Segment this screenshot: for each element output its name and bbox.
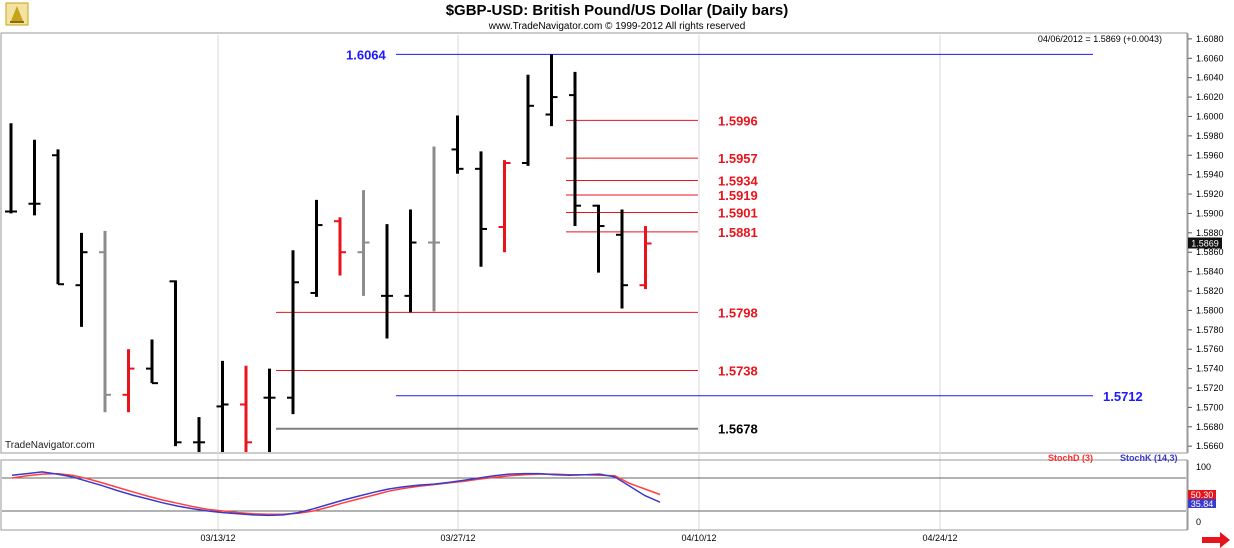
stoch-tick-label: 0 bbox=[1196, 517, 1201, 527]
ohlc-bar bbox=[263, 368, 276, 452]
date-tick-label: 03/27/12 bbox=[440, 533, 475, 543]
price-tick-label: 1.5820 bbox=[1196, 286, 1224, 296]
price-tick-label: 1.5680 bbox=[1196, 422, 1224, 432]
ohlc-bar bbox=[287, 250, 299, 415]
ohlc-bar bbox=[193, 417, 205, 452]
ohlc-bar bbox=[404, 209, 417, 313]
last-price-tag: 1.5869 bbox=[1188, 237, 1222, 249]
price-tick-label: 1.6000 bbox=[1196, 111, 1224, 121]
price-tick-label: 1.5700 bbox=[1196, 402, 1224, 412]
level-label: 1.5901 bbox=[718, 205, 758, 220]
price-tick-label: 1.5860 bbox=[1196, 247, 1224, 257]
price-tick-label: 1.5980 bbox=[1196, 131, 1224, 141]
price-tick-label: 1.5920 bbox=[1196, 189, 1224, 199]
level-label: 1.5934 bbox=[718, 173, 759, 188]
ohlc-bar bbox=[592, 204, 605, 273]
ohlc-bar bbox=[428, 146, 440, 312]
ohlc-bar bbox=[357, 190, 370, 296]
price-tick-label: 1.6020 bbox=[1196, 92, 1224, 102]
price-axis: 1.6080 1.6060 1.6040 1.6020 1.6000 1.5980 1.59… bbox=[1187, 33, 1224, 453]
ohlc-bar bbox=[616, 209, 628, 309]
level-label: 1.5881 bbox=[718, 225, 758, 240]
ohlc-bar bbox=[216, 360, 229, 452]
price-tick-label: 1.6080 bbox=[1196, 34, 1224, 44]
price-tick-label: 1.5800 bbox=[1196, 305, 1224, 315]
vertical-gridlines bbox=[217, 35, 941, 530]
ohlc-bar bbox=[498, 160, 511, 253]
ohlc-bar bbox=[334, 217, 346, 276]
ohlc-bar bbox=[569, 71, 581, 227]
price-tick-label: 1.5960 bbox=[1196, 150, 1224, 160]
stoch-value-tag-text: 35.84 bbox=[1191, 499, 1214, 509]
price-panel bbox=[0, 32, 1188, 454]
ohlc-bar bbox=[169, 280, 182, 447]
ohlc-bar bbox=[146, 339, 158, 385]
watermark: TradeNavigator.com bbox=[5, 440, 95, 451]
ohlc-bar bbox=[451, 115, 464, 174]
level-label: 1.5738 bbox=[718, 364, 758, 379]
price-tick-label: 1.6060 bbox=[1196, 53, 1224, 63]
price-tick-label: 1.5760 bbox=[1196, 344, 1224, 354]
ohlc-bar bbox=[310, 199, 323, 297]
chart-subtitle: www.TradeNavigator.com © 1999-2012 All r… bbox=[488, 21, 746, 32]
price-tick-label: 1.5880 bbox=[1196, 228, 1224, 238]
ohlc-bar bbox=[522, 74, 534, 166]
date-tick-label: 03/13/12 bbox=[200, 533, 235, 543]
legend-stoch-d: StochD (3) bbox=[1048, 453, 1093, 463]
stochastic-panel bbox=[0, 459, 1188, 531]
level-label: 1.5996 bbox=[718, 113, 758, 128]
ohlc-bar bbox=[475, 151, 487, 267]
date-tick-label: 04/24/12 bbox=[922, 533, 957, 543]
level-label: 1.6064 bbox=[346, 47, 387, 62]
price-tick-label: 1.5720 bbox=[1196, 383, 1224, 393]
stoch-value-tag-text: 50.30 bbox=[1191, 490, 1214, 500]
scroll-right-arrow-icon[interactable] bbox=[1202, 532, 1230, 548]
last-price-info: 04/06/2012 = 1.5869 (+0.0043) bbox=[1038, 34, 1162, 44]
stoch-k-line bbox=[11, 471, 661, 517]
ohlc-bar bbox=[5, 123, 17, 214]
price-tick-label: 1.5780 bbox=[1196, 325, 1224, 335]
stoch-d-line bbox=[11, 472, 661, 516]
level-label: 1.5678 bbox=[718, 422, 758, 437]
price-tick-label: 1.5940 bbox=[1196, 170, 1224, 180]
ohlc-bar bbox=[122, 349, 135, 413]
last-price-tag-text: 1.5869 bbox=[1191, 239, 1219, 249]
ohlc-bar bbox=[381, 224, 393, 339]
stoch-value-tag bbox=[1188, 499, 1216, 508]
ohlc-bar bbox=[639, 226, 652, 290]
logo-icon bbox=[5, 2, 29, 26]
level-label: 1.5919 bbox=[718, 188, 758, 203]
date-tick-label: 04/10/12 bbox=[681, 533, 716, 543]
legend-stoch-k: StochK (14,3) bbox=[1120, 453, 1178, 463]
price-tick-label: 1.5740 bbox=[1196, 364, 1224, 374]
price-tick-label: 1.6040 bbox=[1196, 73, 1224, 83]
price-bars bbox=[5, 54, 652, 452]
stoch-tick-label: 100 bbox=[1196, 462, 1211, 472]
price-tick-label: 1.5900 bbox=[1196, 208, 1224, 218]
ohlc-bar bbox=[75, 232, 88, 327]
level-label: 1.5798 bbox=[718, 305, 758, 320]
chart-title: $GBP-USD: British Pound/US Dollar (Daily… bbox=[446, 2, 789, 19]
price-tick-label: 1.5660 bbox=[1196, 441, 1224, 451]
level-label: 1.5957 bbox=[718, 151, 758, 166]
stoch-value-tag bbox=[1188, 490, 1216, 499]
level-label: 1.5712 bbox=[1103, 389, 1143, 404]
price-tick-label: 1.5840 bbox=[1196, 267, 1224, 277]
ohlc-bar bbox=[28, 139, 41, 216]
ohlc-bar bbox=[52, 149, 64, 286]
ohlc-bar bbox=[545, 54, 558, 127]
date-axis: 03/13/12 03/27/12 04/10/12 04/24/12 bbox=[200, 533, 957, 543]
ohlc-bar bbox=[240, 365, 252, 452]
ohlc-bar bbox=[99, 230, 111, 413]
